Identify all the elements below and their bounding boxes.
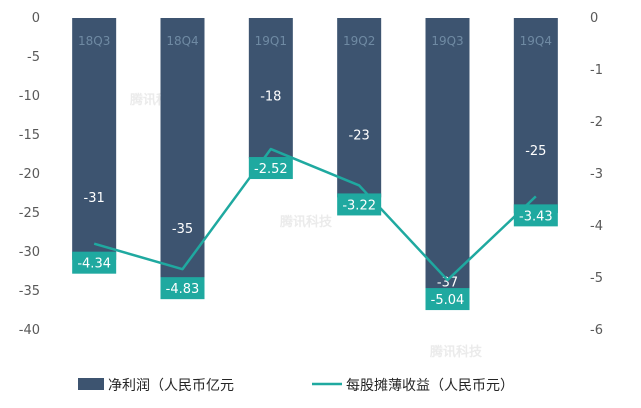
- line-value-label: -3.43: [519, 209, 553, 224]
- y-left-tick-label: -35: [19, 284, 40, 299]
- line-label-box: [337, 193, 382, 216]
- x-category-label: 19Q4: [520, 34, 552, 48]
- legend-label-bar: 净利润（人民币亿元: [108, 378, 234, 394]
- bar-19Q4: [513, 18, 558, 213]
- bar-value-label: -37: [437, 276, 458, 291]
- bar-value-label: -35: [172, 222, 193, 237]
- line-label-box: [513, 204, 558, 227]
- y-left-tick-label: -40: [19, 323, 40, 338]
- y-left-tick-label: -10: [19, 89, 40, 104]
- bar-value-label: -23: [349, 128, 370, 143]
- watermark-1: 腾讯科技: [279, 214, 333, 230]
- bar-19Q3: [425, 18, 470, 307]
- y-right-tick-label: -3: [590, 167, 603, 182]
- line-label-box: [248, 157, 293, 180]
- line-label-box: [160, 277, 205, 300]
- bar-18Q3: [72, 18, 117, 260]
- y-left-tick-label: -30: [19, 245, 40, 260]
- y-right-tick-label: -6: [590, 323, 603, 338]
- line-label-box: [425, 288, 470, 311]
- line-value-label: -3.22: [342, 198, 376, 213]
- y-left-tick-label: -5: [27, 50, 40, 65]
- line-value-label: -2.52: [254, 162, 288, 177]
- x-category-label: 18Q3: [78, 34, 110, 48]
- x-category-label: 19Q1: [255, 34, 287, 48]
- bar-18Q4: [160, 18, 205, 291]
- y-left-tick-label: -15: [19, 128, 40, 143]
- x-category-label: 18Q4: [166, 34, 198, 48]
- bar-19Q2: [337, 18, 382, 198]
- eps-line: [93, 147, 537, 282]
- line-value-label: -4.83: [166, 282, 200, 297]
- bar-19Q1: [248, 18, 293, 159]
- y-right-tick-label: -5: [590, 271, 603, 286]
- y-right-tick-label: -4: [590, 219, 603, 234]
- legend-label-line: 每股摊薄收益（人民币元）: [346, 378, 514, 394]
- y-right-tick-label: -1: [590, 63, 603, 78]
- y-left-tick-label: 0: [32, 11, 40, 26]
- x-category-label: 19Q2: [343, 34, 375, 48]
- bar-value-label: -31: [84, 191, 105, 206]
- watermark-2: 腾讯科技: [429, 344, 483, 360]
- line-value-label: -5.04: [431, 293, 465, 308]
- y-left-tick-label: -25: [19, 206, 40, 221]
- bar-value-label: -18: [260, 89, 281, 104]
- bar-value-label: -25: [525, 144, 546, 159]
- line-value-label: -4.34: [77, 257, 111, 272]
- y-right-tick-label: -2: [590, 115, 603, 130]
- line-label-box: [72, 251, 117, 274]
- y-right-tick-label: 0: [590, 11, 598, 26]
- legend-swatch-bar: [78, 378, 104, 390]
- y-left-tick-label: -20: [19, 167, 40, 182]
- x-category-label: 19Q3: [431, 34, 463, 48]
